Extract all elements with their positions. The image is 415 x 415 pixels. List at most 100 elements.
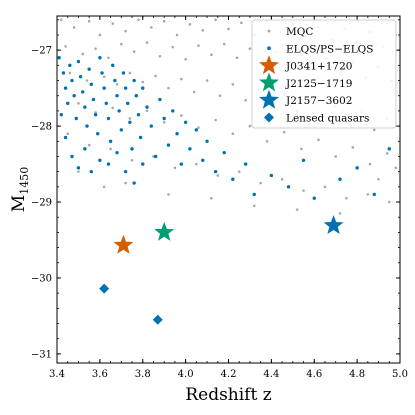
legend-box <box>251 19 397 129</box>
point-mqc-1 <box>72 26 76 29</box>
point-mqc-30 <box>107 56 110 60</box>
series-3 <box>154 221 175 241</box>
point-mqc-7 <box>150 26 153 29</box>
point-elqs-ps-elqs-50 <box>194 128 199 132</box>
point-elqs-ps-elqs-24 <box>111 63 115 68</box>
point-mqc-54 <box>85 79 89 82</box>
point-elqs-ps-elqs-69 <box>76 166 81 170</box>
point-elqs-ps-elqs-60 <box>301 158 306 162</box>
point-elqs-ps-elqs-20 <box>102 86 106 90</box>
point-elqs-ps-elqs-22 <box>106 116 111 121</box>
point-mqc-97 <box>66 132 70 135</box>
point-elqs-ps-elqs-36 <box>136 113 141 117</box>
point-mqc-53 <box>68 71 72 75</box>
legend-marker-j0341-1720 <box>259 55 279 75</box>
point-mqc-9 <box>175 33 179 37</box>
point-mqc-12 <box>214 18 217 22</box>
point-elqs-ps-elqs-44 <box>166 143 171 147</box>
point-mqc-108 <box>302 189 305 192</box>
point-elqs-ps-elqs-35 <box>134 94 139 98</box>
point-mqc-40 <box>235 56 239 60</box>
point-mqc-4 <box>111 22 115 25</box>
legend-label-elqs-ps-elqs: ELQS/PS−ELQS <box>286 43 373 55</box>
point-elqs-ps-elqs-6 <box>72 94 76 98</box>
point-mqc-117 <box>210 196 213 200</box>
point-elqs-ps-elqs-25 <box>113 78 117 83</box>
point-mqc-111 <box>366 193 370 196</box>
legend-marker-j2125-1719 <box>259 72 279 92</box>
point-mqc-56 <box>115 83 119 86</box>
point-mqc-28 <box>81 52 85 56</box>
point-elqs-ps-elqs-15 <box>91 97 96 102</box>
point-mqc-94 <box>351 146 355 149</box>
point-elqs-ps-elqs-37 <box>138 135 143 140</box>
series-1 <box>57 56 391 200</box>
point-elqs-ps-elqs-41 <box>153 154 158 159</box>
point-mqc-79 <box>94 111 97 114</box>
legend-marker-mqc <box>267 29 271 33</box>
point-mqc-109 <box>323 185 327 189</box>
point-elqs-ps-elqs-17 <box>96 131 100 136</box>
point-elqs-ps-elqs-77 <box>141 162 145 166</box>
point-mqc-63 <box>205 79 209 82</box>
point-elqs-ps-elqs-26 <box>115 94 119 98</box>
point-lensed-quasars-1 <box>152 314 163 325</box>
point-elqs-ps-elqs-19 <box>100 71 104 75</box>
point-elqs-ps-elqs-47 <box>179 162 184 166</box>
point-elqs-ps-elqs-72 <box>98 158 102 162</box>
point-mqc-76 <box>372 128 376 132</box>
point-elqs-ps-elqs-56 <box>243 162 248 166</box>
point-elqs-ps-elqs-33 <box>130 147 134 151</box>
point-elqs-ps-elqs-12 <box>85 124 89 128</box>
point-elqs-ps-elqs-67 <box>63 135 68 140</box>
point-mqc-57 <box>128 71 132 75</box>
point-mqc-107 <box>280 177 284 181</box>
legend-label-mqc: MQC <box>286 26 313 38</box>
x-tick-label-5: 4.4 <box>263 369 279 380</box>
point-mqc-64 <box>218 94 222 98</box>
x-tick-label-3: 4.0 <box>178 369 194 380</box>
legend: MQC ELQS/PS−ELQS J0341+1720 J2125−1719 J2157… <box>251 19 397 129</box>
x-tick-label-7: 4.8 <box>349 369 365 380</box>
series-5 <box>99 283 163 325</box>
legend-label-j2157-3602: J2157−3602 <box>285 95 352 107</box>
point-elqs-ps-elqs-8 <box>76 59 81 64</box>
point-mqc-112 <box>387 200 391 204</box>
point-mqc-41 <box>248 47 252 50</box>
point-mqc-2 <box>87 20 91 23</box>
point-mqc-59 <box>154 74 157 78</box>
legend-label-lensed-quasars: Lensed quasars <box>286 113 369 125</box>
point-elqs-ps-elqs-27 <box>117 109 121 113</box>
point-mqc-96 <box>385 152 389 155</box>
point-elqs-ps-elqs-13 <box>87 67 91 71</box>
point-mqc-33 <box>145 41 149 44</box>
point-elqs-ps-elqs-51 <box>201 158 205 162</box>
point-elqs-ps-elqs-59 <box>286 185 291 189</box>
y-tick-label-0: −27 <box>31 46 52 57</box>
point-mqc-61 <box>180 77 183 81</box>
point-mqc-36 <box>184 57 187 61</box>
point-mqc-38 <box>210 53 213 57</box>
point-elqs-ps-elqs-21 <box>104 101 109 106</box>
point-mqc-88 <box>248 124 252 128</box>
point-elqs-ps-elqs-62 <box>338 177 342 181</box>
point-elqs-ps-elqs-23 <box>108 139 113 143</box>
point-elqs-ps-elqs-49 <box>188 147 192 151</box>
x-axis: 3.4 3.6 3.8 4.0 4.2 4.4 4.6 4.8 5.0 <box>49 16 408 380</box>
point-mqc-90 <box>282 130 286 134</box>
point-mqc-89 <box>265 139 269 143</box>
point-mqc-62 <box>192 90 196 94</box>
point-elqs-ps-elqs-31 <box>126 101 130 106</box>
legend-label-j2125-1719: J2125−1719 <box>285 78 352 90</box>
x-tick-label-1: 3.6 <box>92 369 108 380</box>
point-elqs-ps-elqs-74 <box>115 150 119 155</box>
point-mqc-29 <box>94 47 97 50</box>
point-elqs-ps-elqs-48 <box>183 120 188 125</box>
point-mqc-84 <box>180 114 183 117</box>
point-mqc-98 <box>87 143 91 147</box>
point-elqs-ps-elqs-5 <box>70 78 74 83</box>
point-mqc-65 <box>231 83 235 86</box>
point-elqs-ps-elqs-0 <box>57 56 61 60</box>
point-mqc-105 <box>237 170 241 173</box>
